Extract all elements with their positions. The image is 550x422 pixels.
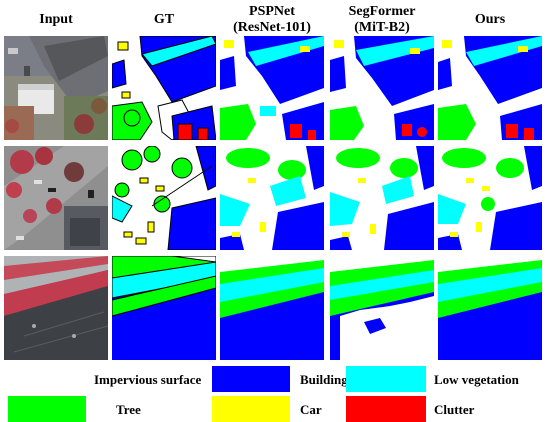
pspnet-image-row-3 (220, 256, 324, 360)
input-image-row-1 (4, 36, 108, 140)
legend-swatch-car (212, 396, 290, 422)
column-header-subtext: (MiT-B2) (354, 20, 410, 35)
pspnet-image-row-1 (220, 36, 324, 140)
segformer-image-row-3 (330, 256, 434, 360)
ours-image-row-1 (438, 36, 542, 140)
column-header-subtext: (ResNet-101) (233, 20, 311, 35)
gt-image-row-3 (112, 256, 216, 360)
gt-image-row-2 (112, 146, 216, 250)
legend-swatch-clutter (346, 396, 426, 422)
legend-label-impervious-surface: Impervious surface (94, 372, 202, 387)
legend-label-clutter: Clutter (434, 402, 475, 417)
legend-swatch-tree (8, 396, 86, 422)
legend-swatch-low-vegetation (346, 366, 426, 392)
segformer-image-row-1 (330, 36, 434, 140)
column-header-text: SegFormer (348, 4, 416, 19)
pspnet-image-row-2 (220, 146, 324, 250)
input-image-row-3 (4, 256, 108, 360)
segformer-image-row-2 (330, 146, 434, 250)
ours-image-row-2 (438, 146, 542, 250)
column-header-text: PSPNet (249, 4, 295, 19)
input-image-row-2 (4, 146, 108, 250)
column-header-gt: GT (112, 12, 216, 28)
column-header-input: Input (4, 12, 108, 28)
column-header-text: Input (39, 12, 73, 27)
legend-swatch-building (212, 366, 290, 392)
column-header-segformer: SegFormer (MiT-B2) (330, 4, 434, 36)
legend-label-low-vegetation: Low vegetation (434, 372, 519, 387)
ours-image-row-3 (438, 256, 542, 360)
column-header-ours: Ours (438, 12, 542, 28)
legend-label-building: Building (300, 372, 348, 387)
legend-label-car: Car (300, 402, 322, 417)
column-header-text: GT (153, 12, 175, 27)
legend-label-tree: Tree (116, 402, 141, 417)
column-header-text: Ours (474, 12, 506, 27)
column-header-pspnet: PSPNet (ResNet-101) (220, 4, 324, 36)
legend-swatch-impervious-surface (8, 366, 86, 392)
gt-image-row-1 (112, 36, 216, 140)
